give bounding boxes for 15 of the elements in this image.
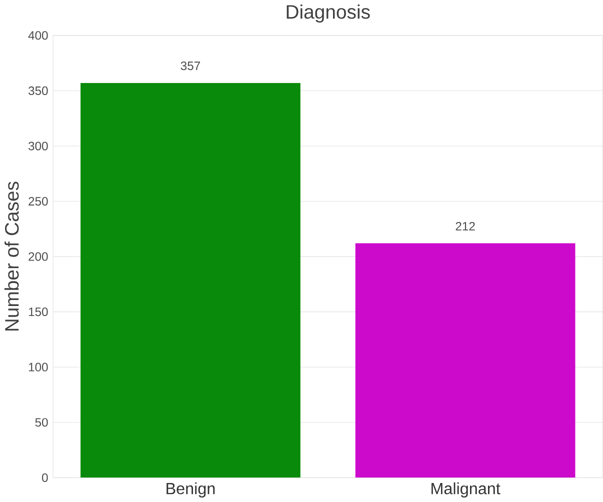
x-tick-label: Malignant <box>432 482 500 498</box>
y-tick-label: 400 <box>28 31 48 40</box>
data-label: 357 <box>180 62 200 70</box>
y-tick-label: 300 <box>28 142 48 150</box>
y-tick-label: 350 <box>28 86 48 96</box>
data-label: 212 <box>456 222 475 230</box>
y-axis-title: Number of Cases <box>4 182 19 331</box>
y-tick-label: 50 <box>35 418 48 427</box>
y-tick-label: 200 <box>28 252 48 261</box>
y-tick-label: 250 <box>28 196 48 206</box>
chart-title: Diagnosis <box>286 4 370 23</box>
y-tick-label: 150 <box>28 308 48 316</box>
y-tick-label: 0 <box>42 473 48 482</box>
y-tick-label: 100 <box>28 362 48 372</box>
x-tick-label: Benign <box>166 482 215 498</box>
